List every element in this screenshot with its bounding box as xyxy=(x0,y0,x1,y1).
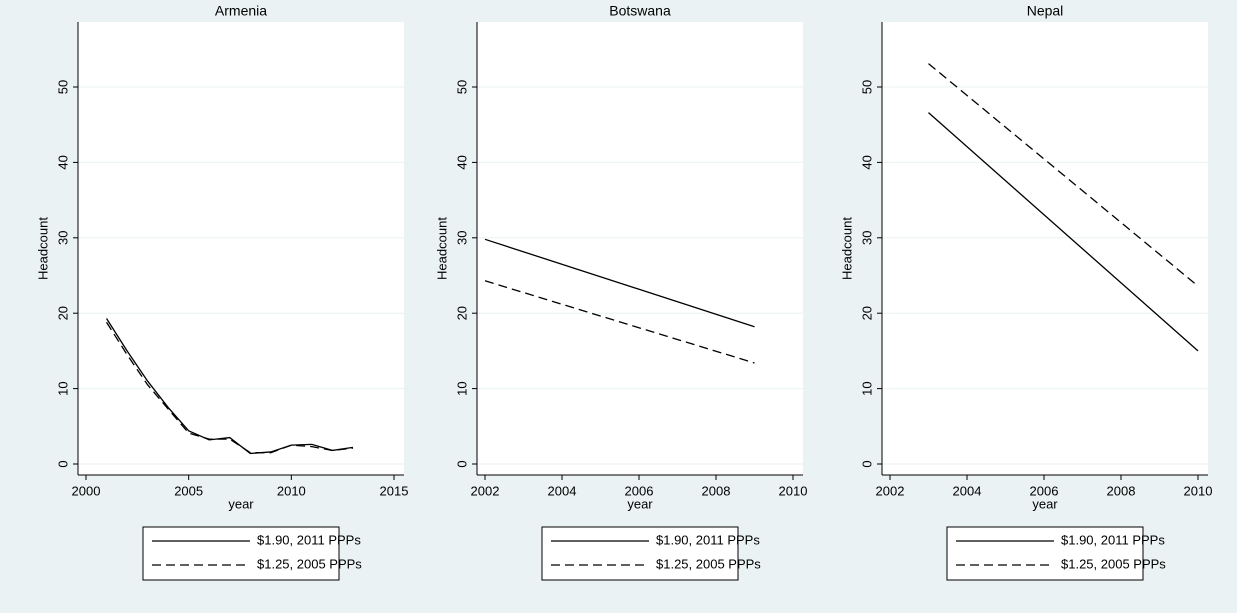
legend-label: $1.25, 2005 PPPs xyxy=(257,556,362,571)
legend-label: $1.25, 2005 PPPs xyxy=(656,556,761,571)
x-tick-label: 2006 xyxy=(1030,483,1059,498)
legend xyxy=(946,526,1144,581)
x-tick-label: 2010 xyxy=(779,483,808,498)
legend-label: $1.90, 2011 PPPs xyxy=(257,532,361,547)
y-tick-label: 40 xyxy=(859,155,874,169)
plot-area xyxy=(882,22,1208,475)
y-axis-label: Headcount xyxy=(434,217,449,280)
y-tick-label: 40 xyxy=(55,155,70,169)
legend xyxy=(541,526,739,581)
x-axis-label: year xyxy=(1032,496,1058,511)
legend xyxy=(142,526,340,581)
subplot-title: Botswana xyxy=(609,3,671,19)
y-axis-label: Headcount xyxy=(839,217,854,280)
series-line xyxy=(928,63,1199,287)
y-tick-label: 20 xyxy=(55,306,70,320)
x-axis-label: year xyxy=(627,496,653,511)
y-tick-label: 10 xyxy=(454,381,469,395)
y-tick-label: 40 xyxy=(454,155,469,169)
plot-area xyxy=(477,22,803,475)
series-line xyxy=(105,318,354,455)
y-tick-label: 50 xyxy=(454,80,469,94)
x-tick-label: 2000 xyxy=(72,483,101,498)
subplot: Botswana 0 10 20 30 40 50 2002 2004 2006 2008 2010 y… xyxy=(434,3,808,581)
x-tick-label: 2010 xyxy=(277,483,306,498)
y-tick-label: 0 xyxy=(454,460,469,467)
y-axis-label: Headcount xyxy=(35,217,50,280)
series-line xyxy=(484,238,755,328)
series-line xyxy=(105,321,354,454)
x-tick-label: 2002 xyxy=(876,483,905,498)
y-tick-label: 30 xyxy=(454,231,469,245)
legend-label: $1.25, 2005 PPPs xyxy=(1061,556,1166,571)
x-tick-label: 2002 xyxy=(471,483,500,498)
y-tick-label: 0 xyxy=(859,460,874,467)
subplot-title: Nepal xyxy=(1027,3,1064,19)
y-tick-label: 50 xyxy=(55,80,70,94)
x-tick-label: 2004 xyxy=(548,483,577,498)
y-tick-label: 50 xyxy=(859,80,874,94)
legend-label: $1.90, 2011 PPPs xyxy=(656,532,760,547)
y-tick-label: 10 xyxy=(859,381,874,395)
y-tick-label: 20 xyxy=(859,306,874,320)
x-tick-label: 2005 xyxy=(174,483,203,498)
y-tick-label: 30 xyxy=(859,231,874,245)
x-tick-label: 2008 xyxy=(702,483,731,498)
x-tick-label: 2004 xyxy=(953,483,982,498)
series-line xyxy=(928,112,1199,352)
x-tick-label: 2015 xyxy=(380,483,409,498)
x-tick-label: 2008 xyxy=(1107,483,1136,498)
series-line xyxy=(484,280,755,364)
y-tick-label: 30 xyxy=(55,231,70,245)
y-tick-label: 0 xyxy=(55,460,70,467)
subplot: Armenia 0 10 20 30 40 50 2000 2005 2010 2015 year He… xyxy=(35,3,409,581)
y-tick-label: 10 xyxy=(55,381,70,395)
plot-area xyxy=(78,22,404,475)
legend-label: $1.90, 2011 PPPs xyxy=(1061,532,1165,547)
x-tick-label: 2006 xyxy=(625,483,654,498)
x-tick-label: 2010 xyxy=(1184,483,1213,498)
y-tick-label: 20 xyxy=(454,306,469,320)
subplot: Nepal 0 10 20 30 40 50 2002 2004 2006 2008 2010 year… xyxy=(839,3,1213,581)
subplot-title: Armenia xyxy=(215,3,267,19)
x-axis-label: year xyxy=(228,496,254,511)
